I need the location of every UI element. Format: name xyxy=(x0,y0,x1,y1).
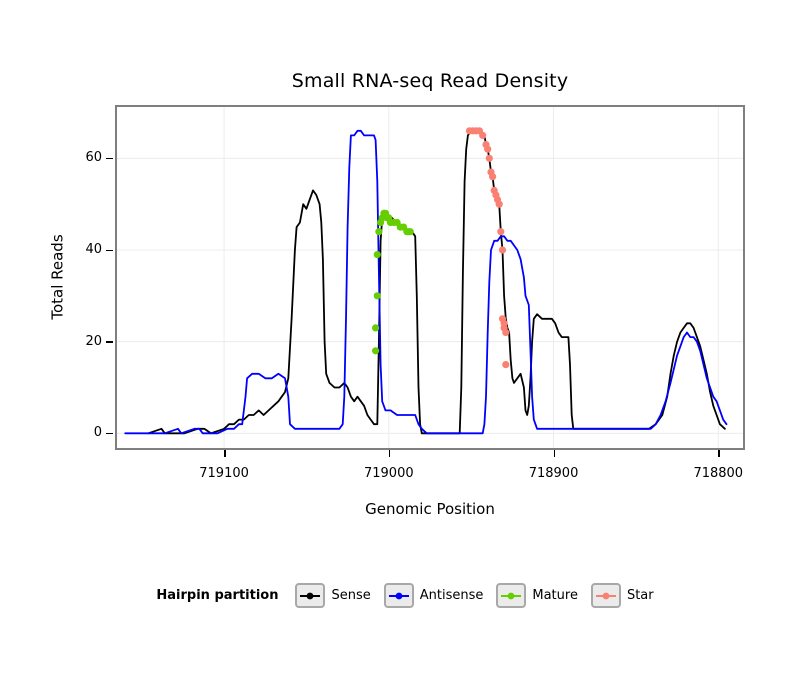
chart-title: Small RNA-seq Read Density xyxy=(291,70,569,92)
legend-item-star: Star xyxy=(590,583,654,608)
y-tick-mark xyxy=(106,432,113,435)
series-point-mature xyxy=(373,251,381,259)
plot-svg xyxy=(117,107,743,448)
series-point-star xyxy=(498,246,507,254)
series-point-mature xyxy=(373,292,381,300)
series-line-antisense xyxy=(124,129,728,435)
legend-item-sense: Sense xyxy=(295,583,371,608)
legend-title: Hairpin partition xyxy=(156,588,279,603)
legend-key-star-icon xyxy=(590,583,621,608)
x-tick-label: 719000 xyxy=(363,466,414,481)
legend-item-antisense: Antisense xyxy=(383,583,484,608)
legend-label: Sense xyxy=(331,588,371,603)
legend-label: Star xyxy=(626,588,654,603)
y-tick-label: 0 xyxy=(93,425,102,441)
legend: Hairpin partition Sense Antisense Mature St… xyxy=(0,583,810,608)
legend-key-antisense-icon xyxy=(383,583,414,608)
x-tick-label: 718800 xyxy=(693,466,744,481)
series-point-star xyxy=(484,145,492,153)
legend-label: Antisense xyxy=(419,588,484,603)
series-point-star xyxy=(502,361,510,369)
y-tick-mark xyxy=(106,249,113,251)
x-tick-label: 719100 xyxy=(199,466,249,481)
legend-key-sense-icon xyxy=(295,583,326,608)
series-point-star xyxy=(497,228,505,236)
x-tick-mark xyxy=(718,450,720,457)
series-point-star xyxy=(479,131,487,139)
y-tick-label: 20 xyxy=(85,333,102,349)
series-point-star xyxy=(502,328,510,337)
legend-label: Mature xyxy=(532,588,578,603)
y-tick-label: 60 xyxy=(85,150,102,166)
legend-items: Sense Antisense Mature Star xyxy=(295,583,654,608)
series-point-mature xyxy=(375,228,383,236)
series-point-mature xyxy=(372,324,380,332)
legend-key-mature-icon xyxy=(496,583,527,608)
y-tick-label: 40 xyxy=(85,242,102,257)
x-tick-label: 718900 xyxy=(528,466,579,481)
series-point-star xyxy=(489,173,497,181)
series-point-star xyxy=(495,200,503,208)
x-tick-mark xyxy=(224,450,226,457)
y-tick-mark xyxy=(106,341,113,343)
legend-item-mature: Mature xyxy=(496,583,578,608)
y-tick-mark xyxy=(106,157,113,160)
series-point-star xyxy=(485,154,493,162)
x-tick-mark xyxy=(388,450,391,457)
series-point-mature xyxy=(406,228,414,236)
series-point-mature xyxy=(372,347,380,355)
plot-panel xyxy=(115,105,745,450)
x-tick-mark xyxy=(553,450,556,457)
x-axis-label: Genomic Position xyxy=(365,500,495,518)
series-line-sense xyxy=(147,129,726,435)
